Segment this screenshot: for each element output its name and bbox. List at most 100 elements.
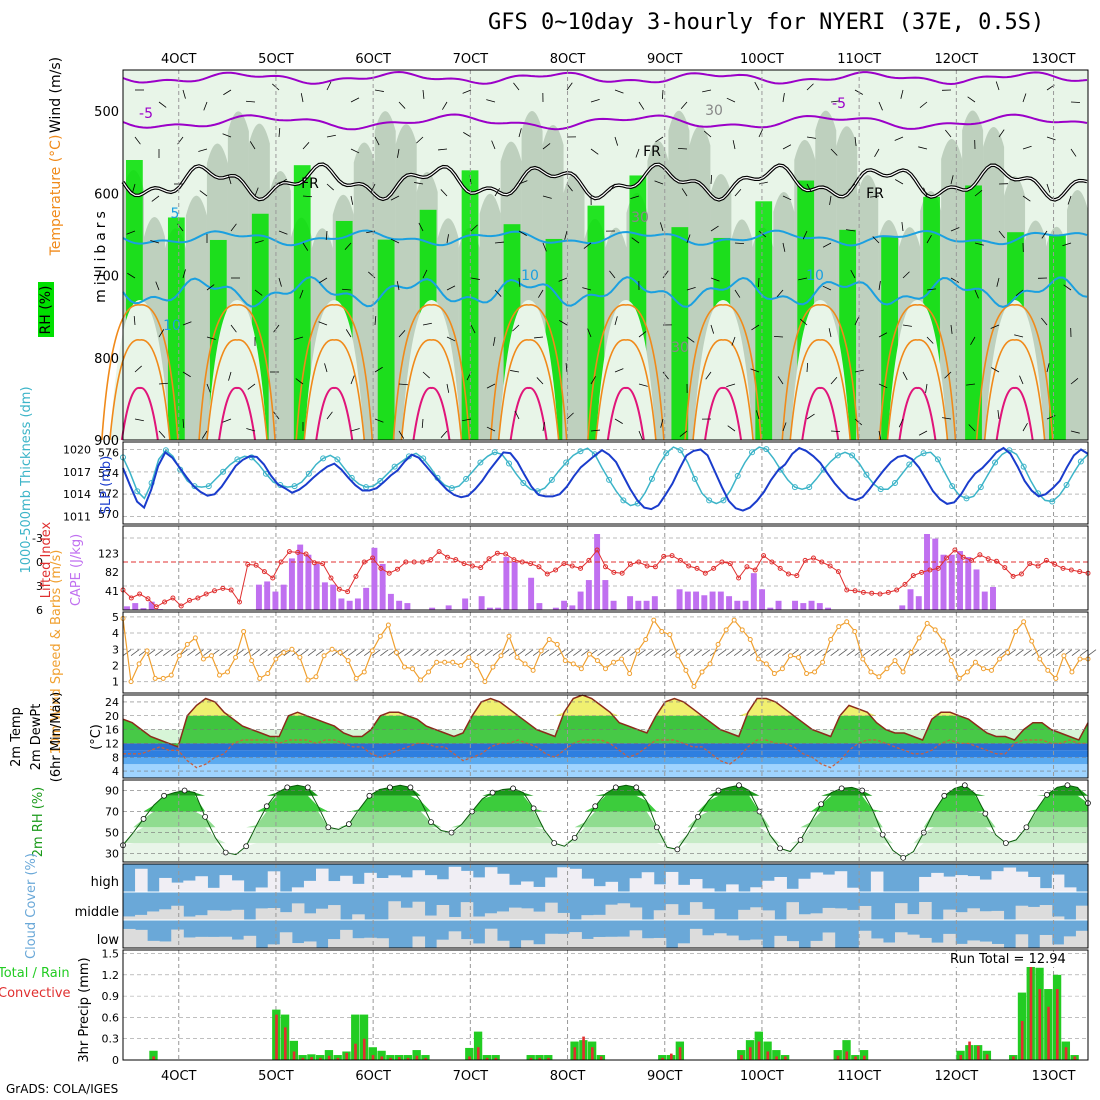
wind-barb (418, 222, 424, 232)
cloud-cell (376, 877, 389, 892)
y-tick-label-pressure: 800 (94, 352, 119, 367)
cloud-cell (207, 910, 220, 920)
precip-panel (123, 950, 1088, 1061)
wind-barb (926, 336, 934, 344)
y-tick-label-wind10m: 1 (112, 676, 119, 689)
wind10m-barb (959, 649, 968, 657)
wind-barb (878, 430, 882, 440)
cloud-cell (533, 911, 546, 920)
wind10m-point (522, 661, 528, 667)
wind-barb (734, 188, 742, 197)
wind-barb (751, 324, 760, 331)
wind-barb (295, 378, 304, 385)
precip-convective-bar (354, 1043, 357, 1060)
wind-barb (278, 277, 282, 287)
wind-barb (776, 289, 784, 298)
ylabel-temp-unit: (°C) (89, 724, 104, 750)
cloud-cell (677, 884, 691, 892)
wind10m-point (192, 635, 198, 641)
thickness-point (791, 484, 798, 491)
precip-convective-bar (661, 1057, 664, 1060)
cloud-cell (412, 936, 426, 948)
wind-barb (655, 136, 664, 143)
wind-barb (374, 315, 377, 326)
cloud-cell (593, 936, 606, 948)
wind-barb (486, 426, 496, 432)
cape-bar (255, 584, 262, 610)
wind-barb (463, 132, 472, 138)
cloud-cell (484, 867, 498, 892)
wind-barb (374, 418, 384, 423)
cloud-cell (135, 914, 148, 920)
precip-convective-bar (415, 1055, 419, 1060)
wind-barb (750, 368, 760, 373)
wind10m-point (683, 667, 689, 673)
cloud-cell (593, 886, 606, 892)
cloud-cell (750, 907, 763, 920)
cloud-cell (135, 868, 148, 892)
lifted-index-point (786, 571, 792, 577)
wind10m-point (450, 659, 456, 665)
cloud-cell (617, 936, 631, 948)
wind-barb (230, 223, 237, 232)
wind-barb (854, 136, 857, 146)
wind10m-point (932, 627, 938, 633)
lifted-index-line (122, 549, 1089, 608)
wind-barb (254, 289, 263, 296)
rh2m-point (407, 784, 414, 791)
lifted-index-point (162, 599, 168, 605)
y-tick-label-pressure: 500 (94, 105, 119, 120)
precip-convective-bar (740, 1055, 743, 1060)
lifted-index-point (711, 565, 717, 571)
wind-barb (995, 81, 1000, 91)
upper-air-frame (122, 69, 1089, 441)
cape-bar (396, 600, 403, 610)
lifted-index-point (345, 589, 351, 595)
x-tick-label-top: 10OCT (740, 52, 784, 67)
lifted-index-point (844, 587, 850, 593)
lifted-index-point (686, 563, 692, 569)
cloud-cell (955, 943, 968, 948)
wind-barb (822, 242, 832, 248)
wind-barb (609, 183, 616, 192)
cloud-cell (521, 881, 534, 892)
wind-barb (438, 148, 448, 151)
precip-total-bar (351, 1014, 360, 1060)
wind10m-barb (154, 649, 164, 657)
wind-barb (302, 142, 310, 150)
wind-barb (442, 101, 448, 110)
wind10m-point (466, 654, 472, 660)
wind10m-barb (1087, 649, 1097, 657)
wind10m-point (948, 658, 954, 664)
wind-barb (898, 418, 904, 428)
wind-barb (918, 430, 928, 436)
wind10m-point (594, 658, 600, 664)
wind10m-point (715, 641, 721, 647)
wind10m-point (892, 658, 898, 664)
lifted-index-point (852, 588, 858, 594)
wind-barb (134, 418, 144, 422)
lifted-index-point (802, 557, 808, 563)
wind-barb (854, 316, 860, 326)
precip-convective-bar (371, 1055, 375, 1060)
wind10m-barb (733, 649, 743, 657)
wind10m-barb (814, 649, 823, 657)
y-tick-label-rh: 30 (105, 848, 119, 861)
contour-label: 5 (171, 206, 180, 222)
cape-bar (800, 603, 807, 610)
wind-barb (782, 195, 792, 201)
rh-band (123, 843, 1088, 862)
lifted-index-point (952, 547, 958, 553)
y-tick-label-slp: 1017 (63, 466, 91, 479)
wind10m-barb (420, 649, 429, 657)
wind-barb (462, 418, 472, 422)
precip-convective-bar (398, 1057, 401, 1060)
temp-contour-orange (295, 304, 374, 441)
cloud-cell (1051, 874, 1065, 892)
contour-label: FR (866, 186, 884, 202)
cape-bar (379, 563, 386, 610)
cloud-cell (1075, 930, 1089, 948)
rh2m-line (122, 784, 1089, 859)
y-tick-label-thickness: 576 (98, 446, 119, 459)
x-tick-label-bottom: 6OCT (355, 1069, 391, 1084)
